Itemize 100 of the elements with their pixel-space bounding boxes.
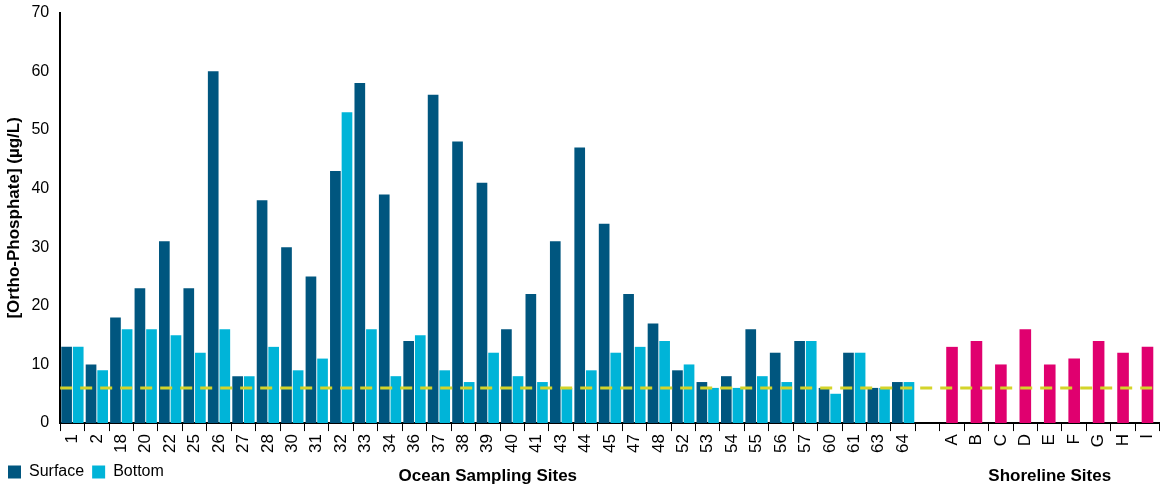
x-tick-label: 36 bbox=[404, 434, 424, 454]
x-tick-label: 63 bbox=[868, 434, 888, 454]
bar bbox=[414, 335, 426, 424]
x-tick-label: 22 bbox=[159, 434, 179, 454]
bar bbox=[85, 364, 97, 424]
bar bbox=[549, 241, 561, 424]
y-tick-label: 30 bbox=[31, 237, 50, 255]
bar bbox=[61, 346, 72, 424]
y-tick-label: 60 bbox=[31, 61, 50, 79]
x-tick-label: 40 bbox=[501, 434, 521, 454]
bar bbox=[995, 364, 1007, 424]
bar bbox=[121, 329, 133, 424]
x-tick-label: 37 bbox=[428, 434, 448, 454]
y-tick-label: 20 bbox=[31, 296, 50, 314]
bar bbox=[1092, 340, 1105, 424]
bar bbox=[243, 376, 255, 424]
x-tick-label: 55 bbox=[746, 434, 766, 454]
x-tick-label: 26 bbox=[208, 434, 228, 454]
y-tick-label: 70 bbox=[31, 3, 50, 21]
bar bbox=[366, 329, 377, 424]
bar bbox=[745, 329, 757, 424]
bar bbox=[757, 376, 768, 424]
bar bbox=[574, 147, 586, 424]
legend-label: Surface bbox=[29, 462, 85, 480]
bar bbox=[134, 288, 146, 424]
x-tick-label: I bbox=[1137, 434, 1157, 439]
x-tick-label: 31 bbox=[306, 434, 326, 454]
x-tick-label: C bbox=[990, 434, 1010, 447]
y-tick-label: 40 bbox=[31, 178, 50, 196]
x-tick-label: 52 bbox=[672, 434, 692, 454]
x-tick-label: 32 bbox=[330, 434, 350, 454]
bar bbox=[1068, 358, 1080, 424]
x-tick-label: 18 bbox=[110, 434, 130, 454]
bar bbox=[232, 376, 243, 424]
bar bbox=[146, 329, 157, 424]
bar bbox=[427, 94, 439, 424]
x-tick-label: 30 bbox=[282, 434, 301, 454]
bar bbox=[781, 382, 793, 424]
bar bbox=[97, 370, 108, 424]
x-tick-label: B bbox=[966, 434, 986, 446]
bar bbox=[623, 294, 634, 424]
x-tick-label: 43 bbox=[550, 434, 570, 454]
x-tick-label: F bbox=[1063, 434, 1083, 445]
x-tick-label: 45 bbox=[599, 434, 619, 454]
x-tick-label: 28 bbox=[257, 434, 277, 454]
bar bbox=[585, 370, 597, 424]
x-tick-label: 47 bbox=[624, 434, 644, 454]
bar bbox=[818, 387, 830, 424]
x-tick-label: 34 bbox=[379, 434, 399, 454]
bar bbox=[1141, 346, 1154, 424]
bar bbox=[537, 382, 548, 424]
x-tick-label: 57 bbox=[795, 434, 815, 454]
x-tick-label: A bbox=[941, 433, 961, 446]
bar bbox=[946, 346, 958, 424]
x-tick-label: 20 bbox=[135, 434, 155, 454]
x-tick-label: 1 bbox=[62, 434, 82, 444]
x-tick-label: 53 bbox=[697, 434, 717, 454]
bar bbox=[512, 376, 524, 424]
bar bbox=[732, 387, 744, 424]
bar bbox=[219, 329, 231, 424]
x-tick-label: 41 bbox=[526, 434, 546, 454]
x-tick-label: 33 bbox=[355, 434, 375, 454]
bar bbox=[769, 352, 781, 424]
bar bbox=[805, 340, 817, 424]
bar bbox=[268, 346, 280, 424]
x-tick-label: 56 bbox=[770, 434, 790, 454]
bar bbox=[1043, 364, 1056, 424]
x-tick-label: 38 bbox=[453, 434, 473, 454]
bar bbox=[183, 288, 195, 424]
bar bbox=[305, 276, 317, 424]
bar bbox=[281, 247, 292, 424]
bar bbox=[970, 340, 983, 424]
bar bbox=[854, 352, 866, 424]
bar bbox=[794, 340, 805, 424]
bar bbox=[610, 352, 622, 424]
x-tick-label: 61 bbox=[843, 434, 863, 454]
bar bbox=[720, 376, 732, 424]
bar bbox=[501, 329, 512, 424]
x-tick-label: 25 bbox=[184, 434, 204, 454]
bar bbox=[683, 364, 695, 424]
bar bbox=[843, 352, 854, 424]
y-axis-title: [Ortho-Phosphate] (µg/L) bbox=[3, 117, 23, 319]
bar bbox=[476, 182, 488, 424]
bar bbox=[378, 194, 390, 424]
bar bbox=[830, 393, 841, 424]
bar bbox=[892, 382, 903, 424]
bar bbox=[439, 370, 451, 424]
y-tick-label: 0 bbox=[40, 413, 50, 431]
bar bbox=[292, 370, 304, 424]
text: Shoreline Sites bbox=[988, 465, 1112, 485]
legend-label: Bottom bbox=[113, 462, 164, 480]
bar bbox=[170, 335, 182, 424]
bar bbox=[195, 352, 206, 424]
x-tick-label: G bbox=[1088, 434, 1108, 448]
bar bbox=[390, 376, 402, 424]
bar bbox=[317, 358, 328, 424]
bar bbox=[867, 387, 879, 424]
x-axis-title: Ocean Sampling Sites bbox=[398, 465, 578, 485]
bar bbox=[403, 340, 415, 424]
x-tick-label: 27 bbox=[233, 434, 253, 454]
